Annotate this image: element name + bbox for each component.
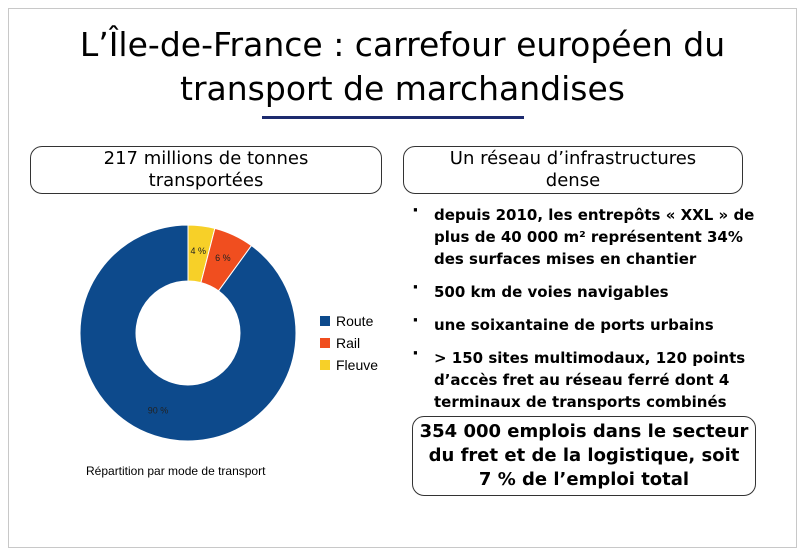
legend-swatch-route <box>320 316 330 326</box>
bullet-item: > 150 sites multimodaux, 120 points d’ac… <box>412 343 772 413</box>
infrastructure-bullets: depuis 2010, les entrepôts « XXL » de pl… <box>412 200 772 424</box>
employment-line-3: 7 % de l’emploi total <box>478 469 690 490</box>
legend-item-rail: Rail <box>320 332 378 354</box>
data-label-fleuve: 4 % <box>191 246 207 256</box>
infrastructure-box: Un réseau d’infrastructures dense <box>403 146 743 194</box>
data-label-rail: 6 % <box>215 253 231 263</box>
employment-line-1: 354 000 emplois dans le secteur <box>419 421 749 442</box>
infrastructure-line-1: Un réseau d’infrastructures <box>449 148 697 169</box>
slice-route <box>79 224 297 442</box>
tonnage-box: 217 millions de tonnes transportées <box>30 146 382 194</box>
legend-item-route: Route <box>320 310 378 332</box>
page-title: L’Île-de-France : carrefour européen du … <box>9 23 796 111</box>
page-title-line-1: L’Île-de-France : carrefour européen du <box>79 25 726 64</box>
employment-line-2: du fret et de la logistique, soit <box>428 445 740 466</box>
bullet-item: une soixantaine de ports urbains <box>412 310 772 336</box>
legend-item-fleuve: Fleuve <box>320 354 378 376</box>
chart-legend: Route Rail Fleuve <box>320 310 378 376</box>
legend-label-route: Route <box>336 313 374 329</box>
legend-label-fleuve: Fleuve <box>336 357 379 373</box>
legend-label-rail: Rail <box>336 335 361 351</box>
page-title-line-2: transport de marchandises <box>180 69 625 108</box>
bullet-item: depuis 2010, les entrepôts « XXL » de pl… <box>412 200 772 270</box>
legend-swatch-rail <box>320 338 330 348</box>
donut-chart: 4 % 6 % 90 % <box>79 224 297 442</box>
bullet-item: 500 km de voies navigables <box>412 277 772 303</box>
legend-swatch-fleuve <box>320 360 330 370</box>
tonnage-line-2: transportées <box>148 170 264 191</box>
tonnage-line-1: 217 millions de tonnes <box>103 148 309 169</box>
data-label-route: 90 % <box>148 405 169 415</box>
employment-box: 354 000 emplois dans le secteur du fret … <box>412 416 756 496</box>
chart-caption: Répartition par mode de transport <box>86 464 266 478</box>
infrastructure-line-2: dense <box>545 170 601 191</box>
title-underline <box>262 116 524 119</box>
